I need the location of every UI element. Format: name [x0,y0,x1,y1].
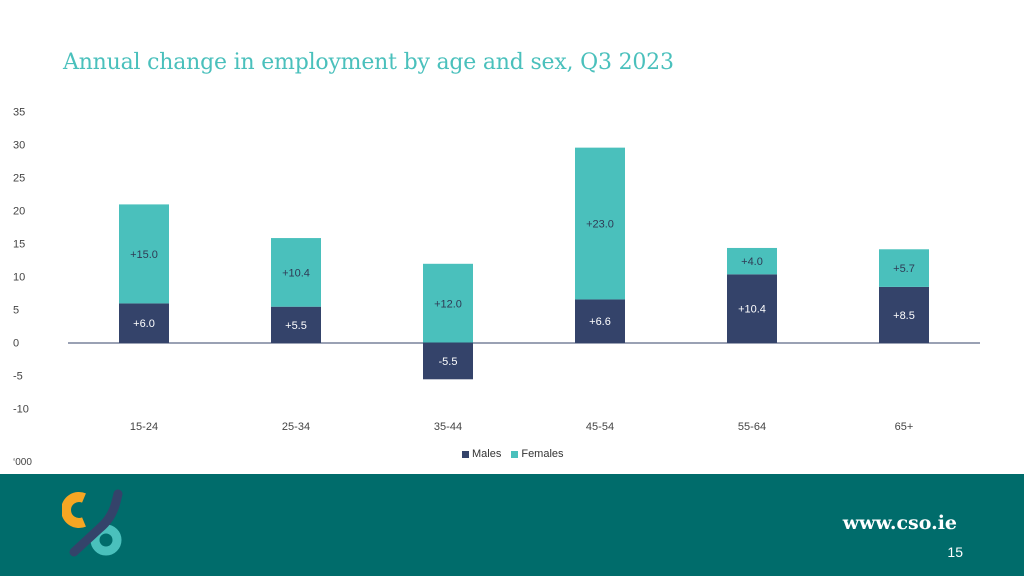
chart-area: 35 30 25 20 15 10 5 0 -5 -10 +6.0 +15.0 15-24 +5.5 +10… [13,107,980,433]
data-label: +8.5 [893,310,915,322]
x-tick-label: 25-34 [282,421,310,433]
data-label: +5.5 [285,320,307,332]
website-link[interactable]: www.cso.ie [842,512,957,534]
legend-item-males: Males [462,448,501,460]
legend-label-females: Females [521,448,564,460]
unit-label: ‘000 [13,457,32,468]
bar-males-55-64 [727,274,777,343]
x-tick-label: 35-44 [434,421,462,433]
data-label: +15.0 [130,249,158,261]
x-tick-label: 15-24 [130,421,158,433]
y-tick-label: -5 [13,371,23,383]
y-tick-label: 10 [13,272,25,284]
page-number: 15 [947,544,963,560]
data-label: +23.0 [586,219,614,231]
x-tick-label: 55-64 [738,421,766,433]
bar-females-65+ [879,249,929,287]
bar-males-25-34 [271,306,321,343]
x-tick-label: 65+ [895,421,914,433]
data-label: +12.0 [434,298,462,310]
data-label: +10.4 [738,304,766,316]
bar-males-35-44 [423,343,473,380]
cso-logo-icon [62,489,123,557]
data-label: +5.7 [893,263,915,275]
y-tick-label: 5 [13,305,19,317]
bar-females-25-34 [271,238,321,307]
bar-males-45-54 [575,299,625,343]
data-label: +10.4 [282,267,310,279]
data-label: +6.0 [133,318,155,330]
legend: Males Females [462,448,564,460]
legend-label-males: Males [472,448,502,460]
y-tick-label: 0 [13,338,19,350]
data-label: +6.6 [589,316,611,328]
bar-males-15-24 [119,303,169,343]
legend-swatch-males [462,450,469,458]
y-tick-label: 35 [13,107,25,119]
legend-swatch-females [511,450,519,458]
bar-females-15-24 [119,204,169,304]
bar-females-35-44 [423,263,473,343]
y-tick-label: 30 [13,140,25,152]
data-label: -5.5 [439,356,458,368]
legend-item-females: Females [511,448,564,460]
data-label: +4.0 [741,256,763,268]
y-tick-label: 25 [13,173,25,185]
bar-females-45-54 [575,147,625,300]
y-tick-label: 20 [13,206,25,218]
chart-title: Annual change in employment by age and s… [63,50,674,75]
x-tick-label: 45-54 [586,421,614,433]
bar-males-65+ [879,286,929,343]
footer-bar: www.cso.ie 15 [0,474,1024,576]
y-tick-label: -10 [13,404,29,416]
y-tick-label: 15 [13,239,25,251]
bar-females-55-64 [727,247,777,275]
